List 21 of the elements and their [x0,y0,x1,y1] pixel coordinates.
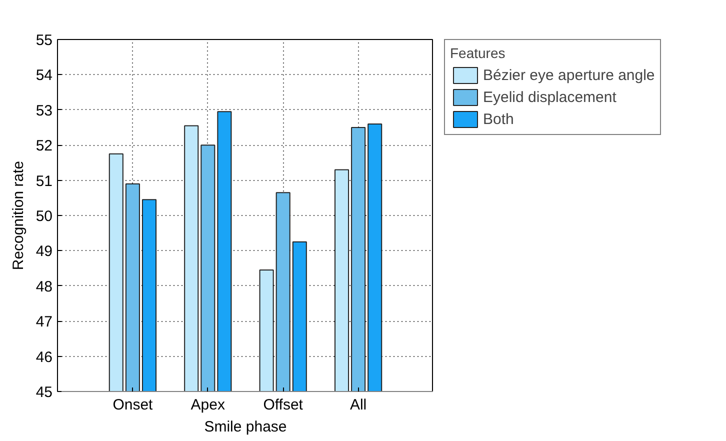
y-tick-label: 51 [36,172,53,190]
x-tick-label: Offset [263,396,304,414]
y-tick-label: 55 [36,32,53,49]
y-tick-label: 45 [36,384,53,401]
x-tick-label: All [350,396,367,414]
legend-title: Features [450,45,506,61]
x-tick-label: Onset [112,396,154,414]
x-tick-label: Apex [190,396,226,414]
legend-label: Both [483,110,514,128]
legend-label: Bézier eye aperture angle [483,66,655,84]
x-axis-title: Smile phase [204,418,287,436]
legend-label: Eyelid displacement [483,88,616,106]
y-tick-label: 54 [36,67,53,84]
y-axis-title: Recognition rate [10,160,27,270]
y-tick-label: 47 [36,314,53,331]
y-tick-label: 53 [36,102,53,120]
y-tick-label: 49 [36,243,53,260]
y-tick-label: 46 [36,348,53,366]
y-tick-label: 52 [36,138,53,155]
y-tick-label: 48 [36,278,53,296]
y-tick-label: 50 [36,208,53,225]
